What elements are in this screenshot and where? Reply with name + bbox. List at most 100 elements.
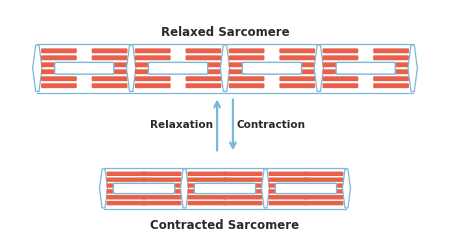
Text: Contraction: Contraction (237, 120, 306, 130)
FancyBboxPatch shape (304, 189, 343, 193)
FancyBboxPatch shape (269, 172, 308, 176)
FancyBboxPatch shape (304, 183, 343, 188)
FancyBboxPatch shape (107, 195, 146, 199)
PathPatch shape (342, 169, 351, 208)
FancyBboxPatch shape (185, 83, 221, 88)
FancyBboxPatch shape (41, 48, 77, 53)
FancyBboxPatch shape (188, 195, 227, 199)
FancyBboxPatch shape (135, 83, 171, 88)
FancyBboxPatch shape (142, 201, 181, 205)
FancyBboxPatch shape (41, 55, 77, 60)
FancyBboxPatch shape (142, 177, 181, 182)
FancyBboxPatch shape (269, 189, 308, 193)
FancyBboxPatch shape (185, 55, 221, 60)
FancyBboxPatch shape (336, 62, 396, 74)
FancyBboxPatch shape (223, 183, 262, 188)
FancyBboxPatch shape (223, 172, 262, 176)
PathPatch shape (126, 45, 136, 92)
FancyBboxPatch shape (142, 189, 181, 193)
FancyBboxPatch shape (107, 201, 146, 205)
FancyBboxPatch shape (229, 76, 265, 81)
FancyBboxPatch shape (185, 62, 221, 67)
FancyBboxPatch shape (269, 201, 308, 205)
FancyBboxPatch shape (142, 183, 181, 188)
FancyBboxPatch shape (279, 62, 315, 67)
FancyBboxPatch shape (142, 172, 181, 176)
FancyBboxPatch shape (188, 189, 227, 193)
FancyBboxPatch shape (135, 48, 171, 53)
FancyBboxPatch shape (223, 177, 262, 182)
FancyBboxPatch shape (185, 48, 221, 53)
FancyBboxPatch shape (242, 62, 302, 74)
FancyBboxPatch shape (229, 69, 265, 74)
FancyBboxPatch shape (279, 69, 315, 74)
FancyBboxPatch shape (188, 183, 227, 188)
FancyBboxPatch shape (188, 172, 227, 176)
Text: Relaxation: Relaxation (150, 120, 213, 130)
FancyBboxPatch shape (373, 76, 409, 81)
FancyBboxPatch shape (194, 183, 256, 193)
PathPatch shape (99, 169, 108, 208)
FancyBboxPatch shape (223, 201, 262, 205)
PathPatch shape (408, 45, 417, 92)
FancyBboxPatch shape (279, 83, 315, 88)
FancyBboxPatch shape (323, 62, 358, 67)
FancyBboxPatch shape (135, 62, 171, 67)
FancyBboxPatch shape (107, 189, 146, 193)
FancyBboxPatch shape (92, 55, 127, 60)
FancyBboxPatch shape (373, 83, 409, 88)
FancyBboxPatch shape (229, 55, 265, 60)
FancyBboxPatch shape (323, 69, 358, 74)
FancyBboxPatch shape (142, 195, 181, 199)
FancyBboxPatch shape (185, 76, 221, 81)
FancyBboxPatch shape (188, 177, 227, 182)
FancyBboxPatch shape (41, 62, 77, 67)
FancyBboxPatch shape (269, 177, 308, 182)
FancyBboxPatch shape (92, 76, 127, 81)
Text: Contracted Sarcomere: Contracted Sarcomere (150, 219, 300, 232)
Text: Relaxed Sarcomere: Relaxed Sarcomere (161, 26, 289, 39)
PathPatch shape (314, 45, 324, 92)
FancyBboxPatch shape (229, 48, 265, 53)
FancyBboxPatch shape (41, 83, 77, 88)
FancyBboxPatch shape (304, 177, 343, 182)
FancyBboxPatch shape (275, 183, 337, 193)
FancyBboxPatch shape (41, 76, 77, 81)
PathPatch shape (261, 169, 270, 208)
FancyBboxPatch shape (373, 69, 409, 74)
FancyBboxPatch shape (279, 76, 315, 81)
FancyBboxPatch shape (323, 76, 358, 81)
FancyBboxPatch shape (107, 172, 146, 176)
FancyBboxPatch shape (323, 83, 358, 88)
FancyBboxPatch shape (92, 62, 127, 67)
FancyBboxPatch shape (92, 48, 127, 53)
FancyBboxPatch shape (229, 83, 265, 88)
FancyBboxPatch shape (229, 62, 265, 67)
FancyBboxPatch shape (279, 48, 315, 53)
FancyBboxPatch shape (113, 183, 175, 193)
FancyBboxPatch shape (188, 201, 227, 205)
FancyBboxPatch shape (54, 62, 114, 74)
FancyBboxPatch shape (373, 62, 409, 67)
FancyBboxPatch shape (269, 195, 308, 199)
FancyBboxPatch shape (373, 48, 409, 53)
FancyBboxPatch shape (185, 69, 221, 74)
FancyBboxPatch shape (279, 55, 315, 60)
FancyBboxPatch shape (135, 69, 171, 74)
FancyBboxPatch shape (148, 62, 208, 74)
FancyBboxPatch shape (223, 195, 262, 199)
FancyBboxPatch shape (135, 76, 171, 81)
FancyBboxPatch shape (107, 183, 146, 188)
FancyBboxPatch shape (304, 201, 343, 205)
PathPatch shape (180, 169, 189, 208)
FancyBboxPatch shape (135, 55, 171, 60)
PathPatch shape (33, 45, 42, 92)
FancyBboxPatch shape (373, 55, 409, 60)
FancyBboxPatch shape (304, 195, 343, 199)
PathPatch shape (220, 45, 230, 92)
FancyBboxPatch shape (269, 183, 308, 188)
FancyBboxPatch shape (304, 172, 343, 176)
FancyBboxPatch shape (323, 48, 358, 53)
FancyBboxPatch shape (323, 55, 358, 60)
FancyBboxPatch shape (41, 69, 77, 74)
